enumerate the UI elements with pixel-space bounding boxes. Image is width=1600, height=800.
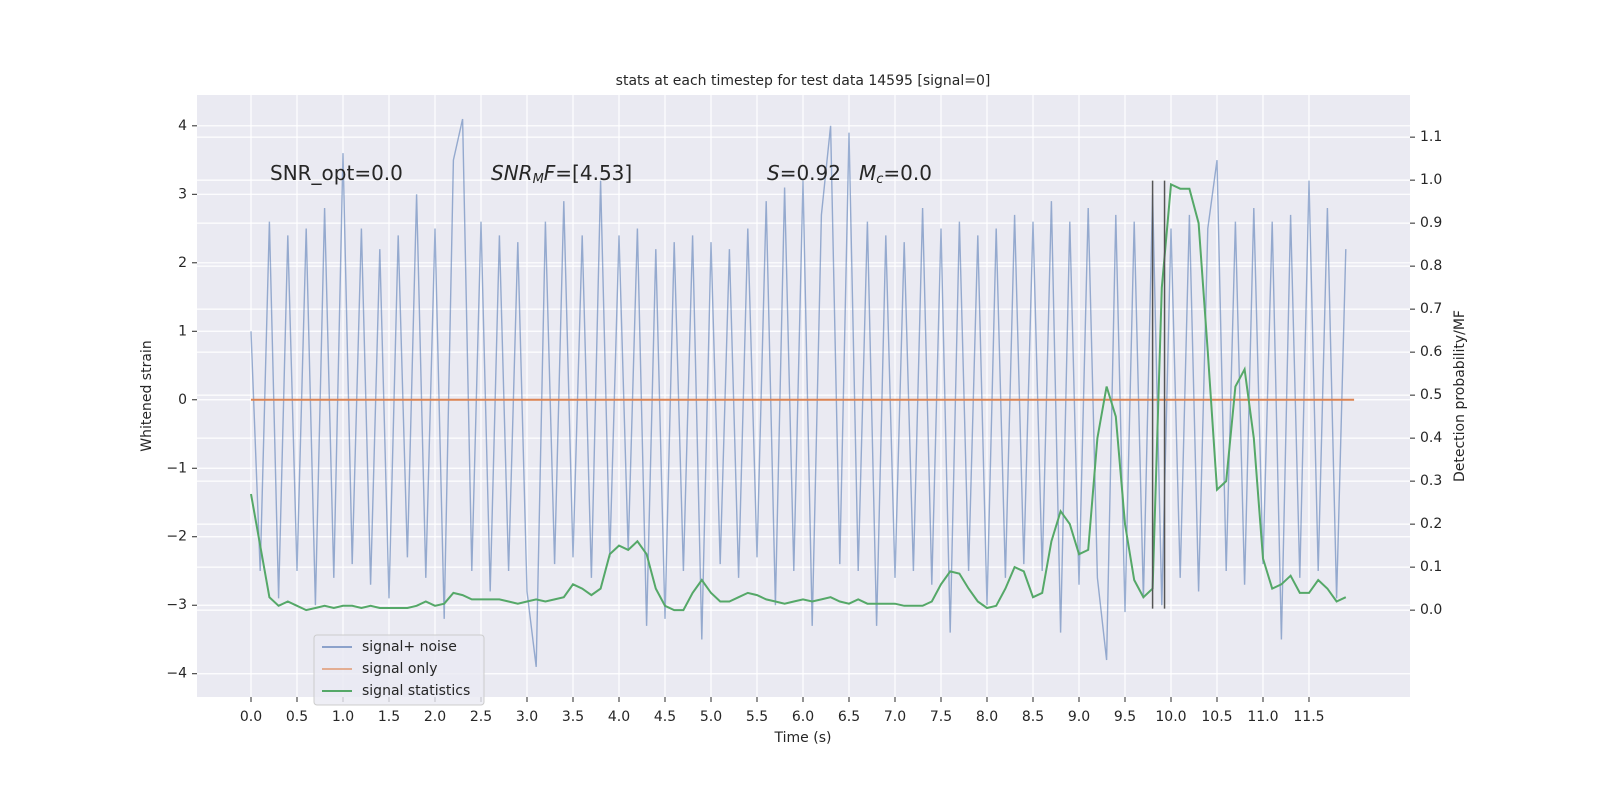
y-tick-label: −4 (166, 666, 187, 682)
y-tick-label: −1 (166, 460, 187, 476)
x-tick-label: 10.5 (1201, 709, 1232, 725)
x-tick-label: 6.5 (838, 709, 860, 725)
annotation-text: SNR (491, 161, 533, 185)
x-tick-label: 6.0 (792, 709, 814, 725)
y2-tick-label: 0.7 (1420, 301, 1442, 317)
x-tick-label: 0.5 (286, 709, 308, 725)
y2-tick-label: 0.2 (1420, 516, 1442, 532)
annotation-text: =0.92 (780, 161, 841, 185)
x-tick-label: 11.0 (1247, 709, 1278, 725)
series-line (250, 182, 1347, 612)
annotation-text: M (533, 172, 544, 187)
marks (250, 118, 1355, 667)
legend-box (313, 634, 485, 706)
annotation-text: =0.0 (883, 161, 932, 185)
chart-title: stats at each timestep for test data 145… (616, 73, 991, 89)
x-tick-label: 5.0 (700, 709, 722, 725)
x-tick-label: 5.5 (746, 709, 768, 725)
series-line (250, 118, 1347, 667)
x-tick-label: 3.5 (562, 709, 584, 725)
annotation-text: F (544, 161, 556, 185)
x-axis-label: Time (s) (774, 730, 832, 746)
legend-label: signal statistics (362, 683, 470, 699)
y2-tick-label: 1.0 (1420, 172, 1442, 188)
y2-axis-label: Detection probability/MF (1452, 310, 1468, 482)
x-tick-label: 4.0 (608, 709, 630, 725)
y-tick-label: 4 (178, 118, 187, 134)
legend-label: signal+ noise (362, 639, 457, 655)
x-tick-label: 9.0 (1068, 709, 1090, 725)
annotation-text: M (859, 161, 876, 185)
annotation-text: SNR_opt=0.0 (270, 161, 403, 185)
y2-tick-label: 0.6 (1420, 344, 1442, 360)
y-tick-label: 2 (178, 255, 187, 271)
x-tick-label: 2.0 (424, 709, 446, 725)
x-tick-label: 10.0 (1155, 709, 1186, 725)
y-tick-label: 3 (178, 186, 187, 202)
x-tick-label: 3.0 (516, 709, 538, 725)
annotation: SNR_opt=0.0 (270, 161, 403, 185)
y2-tick-label: 0.3 (1420, 473, 1442, 489)
legend: signal+ noise signal only signal statistic… (313, 634, 485, 706)
x-tick-label: 8.0 (976, 709, 998, 725)
y-tick-label: −2 (166, 529, 187, 545)
y-tick-label: 1 (178, 323, 187, 339)
x-tick-label: 0.0 (240, 709, 262, 725)
y-axis-label: Whitened strain (139, 340, 155, 451)
annotation-text: =[4.53] (555, 161, 632, 185)
annotation: S=0.92 (767, 161, 841, 185)
x-tick-label: 1.0 (332, 709, 354, 725)
x-tick-label: 1.5 (378, 709, 400, 725)
y2-tick-label: 1.1 (1420, 129, 1442, 145)
x-tick-label: 4.5 (654, 709, 676, 725)
annotation: Mc=0.0 (859, 161, 932, 187)
annotation: SNRMF=[4.53] (491, 161, 632, 187)
y2-tick-label: 0.1 (1420, 559, 1442, 575)
y2-tick-label: 0.8 (1420, 258, 1442, 274)
y-tick-label: 0 (178, 392, 187, 408)
y2-tick-label: 0.9 (1420, 215, 1442, 231)
annotation-text: S (767, 161, 780, 185)
annotation-text: c (876, 172, 883, 187)
y2-tick-label: 0.4 (1420, 430, 1442, 446)
x-tick-label: 7.0 (884, 709, 906, 725)
y-tick-label: −3 (166, 597, 187, 613)
x-tick-label: 8.5 (1022, 709, 1044, 725)
x-tick-label: 11.5 (1293, 709, 1324, 725)
x-tick-label: 9.5 (1114, 709, 1136, 725)
y2-tick-label: 0.5 (1420, 387, 1442, 403)
x-tick-label: 2.5 (470, 709, 492, 725)
x-tick-label: 7.5 (930, 709, 952, 725)
y2-tick-label: 0.0 (1420, 602, 1442, 618)
legend-label: signal only (362, 661, 437, 677)
